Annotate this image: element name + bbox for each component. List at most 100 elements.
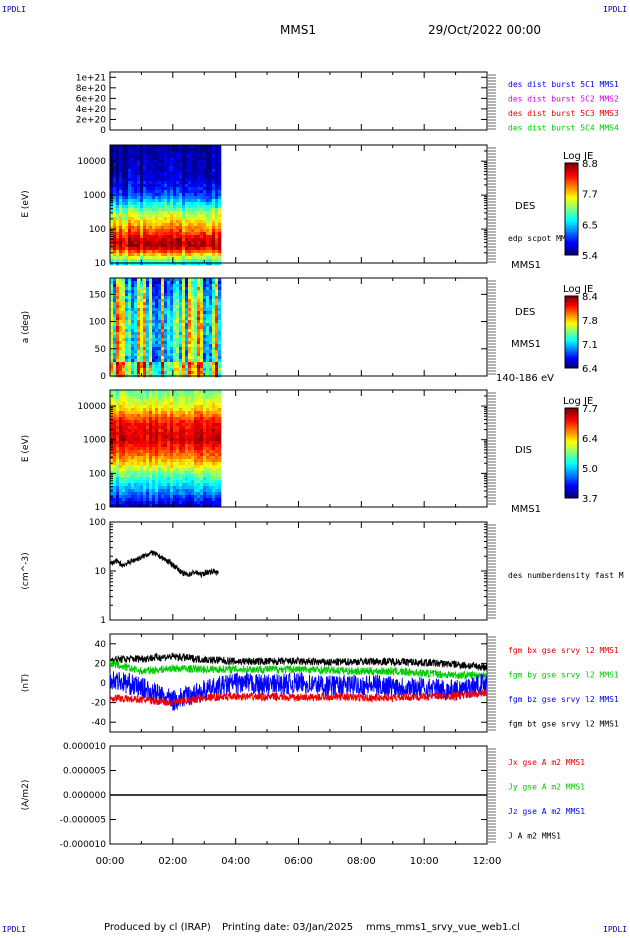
heatmap-cell: [203, 220, 206, 223]
heatmap-cell: [116, 223, 119, 226]
heatmap-cell: [146, 311, 149, 314]
heatmap-cell: [209, 329, 212, 332]
heatmap-cell: [179, 323, 182, 326]
heatmap-cell: [209, 402, 212, 405]
heatmap-cell: [155, 190, 158, 193]
heatmap-cell: [194, 365, 197, 368]
heatmap-cell: [155, 480, 158, 483]
heatmap-cell: [182, 329, 185, 332]
heatmap-cell: [203, 187, 206, 190]
heatmap-cell: [119, 450, 122, 453]
heatmap-cell: [209, 244, 212, 247]
heatmap-cell: [155, 411, 158, 414]
heatmap-cell: [149, 151, 152, 154]
colorbar-swatch: [565, 209, 578, 212]
heatmap-cell: [215, 359, 218, 362]
heatmap-cell: [191, 426, 194, 429]
heatmap-cell: [152, 262, 155, 265]
heatmap-cell: [125, 208, 128, 211]
heatmap-cell: [122, 338, 125, 341]
heatmap-cell: [161, 338, 164, 341]
heatmap-cell: [140, 332, 143, 335]
heatmap-cell: [128, 217, 131, 220]
heatmap-cell: [179, 214, 182, 217]
heatmap-cell: [134, 160, 137, 163]
heatmap-cell: [155, 426, 158, 429]
heatmap-cell: [122, 498, 125, 501]
colorbar-swatch: [565, 179, 578, 182]
heatmap-cell: [164, 202, 167, 205]
heatmap-cell: [134, 214, 137, 217]
heatmap-cell: [218, 184, 221, 187]
heatmap-cell: [167, 368, 170, 371]
heatmap-cell: [203, 181, 206, 184]
heatmap-cell: [140, 356, 143, 359]
heatmap-cell: [197, 486, 200, 489]
heatmap-cell: [212, 417, 215, 420]
heatmap-cell: [200, 175, 203, 178]
colorbar-swatch: [565, 181, 578, 184]
heatmap-cell: [152, 181, 155, 184]
heatmap-cell: [131, 196, 134, 199]
heatmap-cell: [146, 229, 149, 232]
heatmap-cell: [143, 211, 146, 214]
heatmap-cell: [197, 344, 200, 347]
heatmap-cell: [119, 341, 122, 344]
heatmap-cell: [152, 417, 155, 420]
y-tick-label: 4e+20: [76, 105, 107, 115]
heatmap-cell: [143, 465, 146, 468]
heatmap-cell: [167, 281, 170, 284]
heatmap-cell: [173, 232, 176, 235]
heatmap-cell: [203, 423, 206, 426]
heatmap-cell: [206, 250, 209, 253]
heatmap-cell: [152, 235, 155, 238]
heatmap-cell: [152, 341, 155, 344]
heatmap-cell: [179, 199, 182, 202]
heatmap-cell: [137, 423, 140, 426]
heatmap-cell: [164, 187, 167, 190]
heatmap-cell: [215, 365, 218, 368]
heatmap-cell: [173, 247, 176, 250]
heatmap-cell: [185, 250, 188, 253]
heatmap-cell: [113, 474, 116, 477]
heatmap-cell: [116, 402, 119, 405]
heatmap-cell: [215, 250, 218, 253]
heatmap-cell: [218, 462, 221, 465]
heatmap-cell: [116, 238, 119, 241]
heatmap-cell: [218, 396, 221, 399]
heatmap-cell: [125, 483, 128, 486]
heatmap-cell: [158, 465, 161, 468]
heatmap-cell: [212, 314, 215, 317]
heatmap-cell: [125, 287, 128, 290]
heatmap-cell: [194, 399, 197, 402]
heatmap-cell: [170, 235, 173, 238]
heatmap-cell: [128, 495, 131, 498]
heatmap-cell: [185, 495, 188, 498]
heatmap-cell: [134, 259, 137, 262]
legend-entry: fgm bt gse srvy l2 MMS1: [508, 720, 619, 729]
heatmap-cell: [206, 332, 209, 335]
heatmap-cell: [179, 344, 182, 347]
heatmap-cell: [185, 247, 188, 250]
heatmap-cell: [152, 250, 155, 253]
heatmap-cell: [128, 402, 131, 405]
heatmap-cell: [119, 471, 122, 474]
heatmap-cell: [188, 495, 191, 498]
heatmap-cell: [158, 459, 161, 462]
heatmap-cell: [203, 323, 206, 326]
heatmap-cell: [119, 187, 122, 190]
heatmap-cell: [119, 217, 122, 220]
heatmap-cell: [206, 148, 209, 151]
heatmap-cell: [146, 329, 149, 332]
heatmap-cell: [188, 323, 191, 326]
heatmap-cell: [125, 202, 128, 205]
heatmap-cell: [176, 438, 179, 441]
heatmap-cell: [203, 438, 206, 441]
heatmap-cell: [152, 420, 155, 423]
heatmap-cell: [134, 202, 137, 205]
heatmap-cell: [215, 172, 218, 175]
heatmap-cell: [140, 498, 143, 501]
heatmap-cell: [158, 256, 161, 259]
heatmap-cell: [197, 244, 200, 247]
heatmap-cell: [137, 314, 140, 317]
